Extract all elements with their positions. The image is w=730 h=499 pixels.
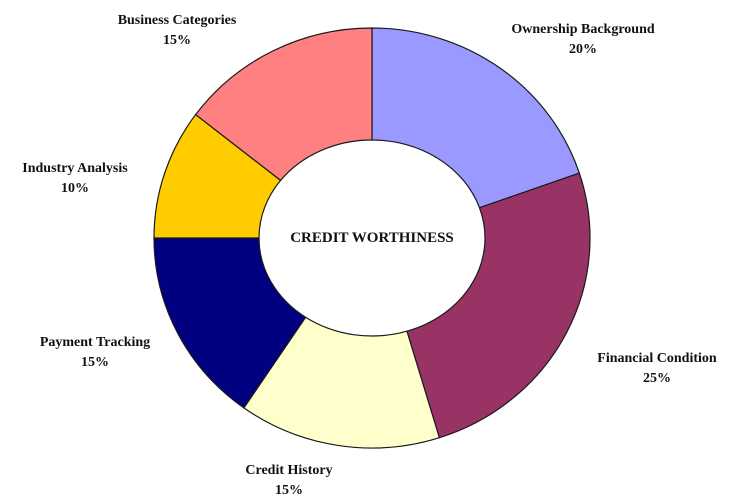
slice-label-ownership-background: Ownership Background xyxy=(511,22,654,37)
slice-value-business-categories: 15% xyxy=(163,33,191,48)
slice-ownership-background xyxy=(371,27,581,209)
slice-label-business-categories: Business Categories xyxy=(118,13,237,28)
slice-label-industry-analysis: Industry Analysis xyxy=(22,161,128,176)
slice-label-payment-tracking: Payment Tracking xyxy=(40,335,150,350)
slice-value-ownership-background: 20% xyxy=(569,42,597,57)
slice-value-industry-analysis: 10% xyxy=(61,181,89,196)
slice-value-financial-condition: 25% xyxy=(643,371,671,386)
slice-financial-condition xyxy=(406,172,591,439)
center-label: CREDIT WORTHINESS xyxy=(290,230,454,246)
donut-slices xyxy=(153,27,591,449)
slice-value-payment-tracking: 15% xyxy=(81,355,109,370)
slice-business-categories xyxy=(194,27,373,182)
slice-label-financial-condition: Financial Condition xyxy=(597,351,717,366)
slice-label-credit-history: Credit History xyxy=(245,463,332,478)
slice-labels: Ownership Background 20% Financial Conditi… xyxy=(22,13,717,498)
slice-value-credit-history: 15% xyxy=(275,483,303,498)
